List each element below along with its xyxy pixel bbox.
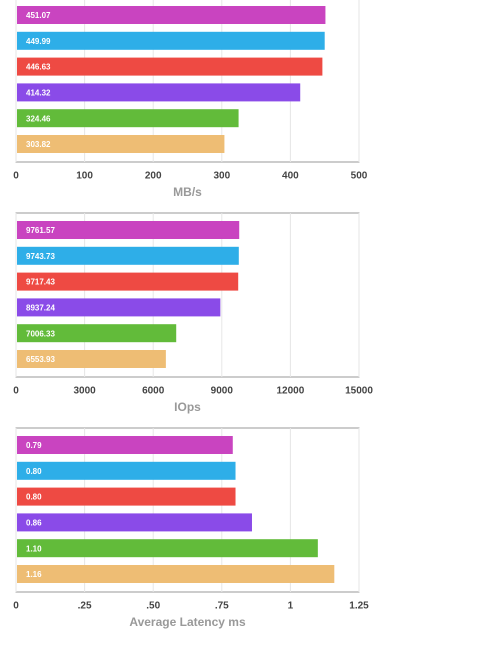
- bar: [17, 109, 239, 128]
- value-label: 6553.93: [26, 355, 55, 364]
- x-tick-label: 200: [145, 171, 162, 182]
- value-label: 7006.33: [26, 329, 55, 338]
- x-tick-label: 3000: [73, 386, 96, 397]
- x-tick-label: .75: [215, 601, 229, 612]
- bar: [17, 57, 323, 76]
- value-label: 1.16: [26, 570, 42, 579]
- bar: [17, 246, 239, 265]
- value-label: 0.80: [26, 467, 42, 476]
- value-label: 0.80: [26, 493, 42, 502]
- value-label: 449.99: [26, 37, 51, 46]
- x-tick-label: 1: [288, 601, 294, 612]
- x-tick-label: 9000: [211, 386, 234, 397]
- x-tick-label: 300: [213, 171, 230, 182]
- x-tick-label: 1.25: [349, 601, 369, 612]
- value-label: 446.63: [26, 63, 51, 72]
- x-axis-title: IOps: [174, 400, 201, 414]
- x-tick-label: 100: [76, 171, 93, 182]
- bar: [17, 298, 221, 317]
- value-label: 1.10: [26, 544, 42, 553]
- bar: [17, 6, 326, 24]
- bar: [17, 272, 239, 291]
- bar: [17, 135, 225, 153]
- bar: [17, 350, 166, 368]
- bar: [17, 83, 301, 102]
- x-axis-title: MB/s: [173, 185, 202, 199]
- x-tick-label: 0: [13, 601, 19, 612]
- bar: [17, 461, 236, 480]
- bar: [17, 31, 325, 50]
- value-label: 9743.73: [26, 252, 55, 261]
- x-tick-label: 12000: [276, 386, 304, 397]
- bar: [17, 436, 233, 454]
- value-label: 303.82: [26, 140, 51, 149]
- value-label: 414.32: [26, 89, 51, 98]
- value-label: 0.86: [26, 519, 42, 528]
- x-tick-label: 500: [351, 171, 368, 182]
- value-label: 0.79: [26, 441, 42, 450]
- x-tick-label: 15000: [345, 386, 373, 397]
- x-tick-label: 6000: [142, 386, 165, 397]
- bar: [17, 539, 318, 558]
- x-tick-label: .50: [146, 601, 160, 612]
- x-tick-label: 0: [13, 386, 19, 397]
- value-label: 451.07: [26, 11, 51, 20]
- bar: [17, 324, 177, 343]
- x-tick-label: 400: [282, 171, 299, 182]
- value-label: 9717.43: [26, 278, 55, 287]
- bar: [17, 487, 236, 506]
- x-tick-label: .25: [78, 601, 92, 612]
- value-label: 9761.57: [26, 226, 55, 235]
- x-tick-label: 0: [13, 171, 19, 182]
- value-label: 8937.24: [26, 304, 55, 313]
- value-label: 324.46: [26, 114, 51, 123]
- bar: [17, 565, 335, 583]
- bar: [17, 221, 240, 239]
- x-axis-title: Average Latency ms: [129, 615, 246, 629]
- bar: [17, 513, 252, 532]
